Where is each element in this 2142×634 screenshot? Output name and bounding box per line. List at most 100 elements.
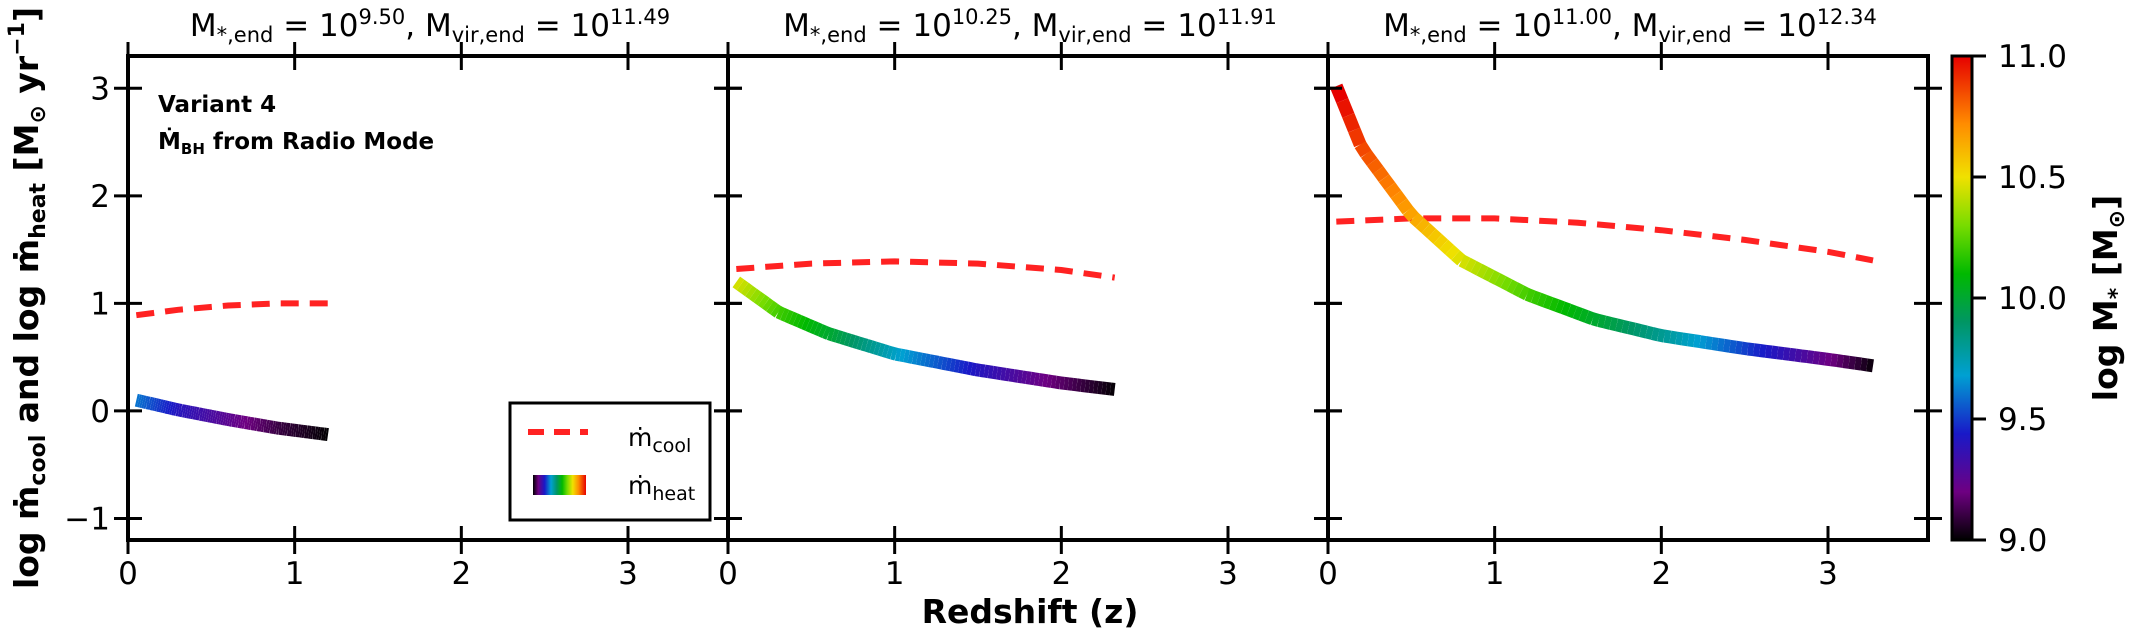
mcool-series-line <box>135 300 328 319</box>
mheat-segment <box>1067 377 1074 391</box>
mheat-segment <box>949 358 957 372</box>
mheat-segment <box>1848 355 1857 370</box>
mheat-segment <box>1812 350 1821 365</box>
mheat-segment <box>1609 317 1619 332</box>
mheat-segment <box>1488 270 1501 285</box>
mheat-segment <box>1360 150 1378 166</box>
mheat-segment <box>801 317 811 331</box>
mheat-segment <box>1033 372 1040 386</box>
mheat-segment <box>1788 347 1797 362</box>
mheat-segment <box>831 328 840 343</box>
mheat-segment <box>1037 373 1045 387</box>
mheat-segment <box>736 279 749 294</box>
mheat-segment <box>1836 354 1845 368</box>
mheat-segment <box>873 341 882 356</box>
mheat-segment <box>179 404 185 418</box>
mheat-segment <box>164 400 170 414</box>
mode-annotation: ṀBH from Radio Mode <box>158 127 434 158</box>
mheat-segment <box>1584 310 1595 325</box>
mheat-segment <box>1854 356 1862 371</box>
panel-3: 0 1 2 3 <box>1314 42 1942 592</box>
mheat-segment <box>924 353 931 368</box>
x-tick-label: 0 <box>118 556 138 592</box>
mheat-segment <box>1390 190 1408 207</box>
mheat-segment <box>749 288 762 303</box>
x-tick-label: 3 <box>1818 556 1838 592</box>
mheat-segment <box>1866 358 1874 373</box>
mheat-segment <box>173 402 179 416</box>
mheat-segment <box>1433 234 1449 250</box>
mheat-segment <box>1372 166 1390 183</box>
mheat-segment <box>903 349 910 363</box>
mheat-segment <box>1800 349 1809 364</box>
mheat-segment <box>1105 381 1112 396</box>
mheat-segment <box>1806 350 1815 364</box>
mheat-segment <box>1336 98 1355 118</box>
y-tick-label: 2 <box>90 179 110 215</box>
mheat-segment <box>1482 267 1495 282</box>
mheat-segment <box>822 325 832 340</box>
mheat-segment <box>817 324 828 338</box>
mheat-segment <box>1776 346 1785 361</box>
mheat-segment <box>139 394 145 409</box>
mheat-segment <box>1470 260 1483 276</box>
legend-heat-swatch <box>533 475 586 495</box>
mheat-segment <box>1071 377 1078 392</box>
mheat-segment <box>1842 355 1850 369</box>
mheat-segment <box>1348 127 1367 148</box>
mheat-segment <box>1445 244 1460 261</box>
mheat-segment <box>166 401 172 415</box>
mheat-segment <box>890 346 898 361</box>
mheat-segment <box>745 285 757 300</box>
colorbar-label: log M* [M⊙] <box>2086 195 2130 401</box>
mheat-series-line <box>732 276 1116 396</box>
mheat-segment <box>1017 369 1024 384</box>
mheat-segment <box>171 402 177 416</box>
mheat-segment <box>1818 351 1827 366</box>
mheat-segment <box>1021 370 1028 385</box>
mheat-segment <box>1366 158 1384 174</box>
mheat-segment <box>1476 263 1489 279</box>
legend: ṁcool ṁheat <box>508 401 712 522</box>
mheat-segment <box>987 365 994 379</box>
mheat-segment <box>1705 336 1713 350</box>
y-tick-label: 0 <box>90 394 110 430</box>
mheat-segment <box>136 394 143 408</box>
mheat-segment <box>1621 319 1631 335</box>
x-tick-label: 1 <box>285 556 305 592</box>
mheat-segment <box>1063 376 1070 391</box>
mheat-segment <box>143 395 149 410</box>
mheat-segment <box>1384 182 1402 199</box>
mheat-segment <box>1506 279 1519 294</box>
x-tick-label: 3 <box>1218 556 1238 592</box>
mheat-segment <box>796 315 807 329</box>
mheat-segment <box>945 357 952 372</box>
mheat-segment <box>1029 371 1036 386</box>
mheat-segment <box>1566 303 1578 319</box>
mheat-segment <box>1734 340 1743 355</box>
mheat-segment <box>1101 381 1108 395</box>
mheat-segment <box>141 395 147 409</box>
mheat-segment <box>1824 352 1833 367</box>
x-tick-label: 2 <box>451 556 471 592</box>
mheat-segment <box>1518 285 1531 301</box>
mheat-segment <box>1711 337 1719 351</box>
mheat-segment <box>1644 325 1654 340</box>
mheat-segment <box>1632 322 1643 337</box>
panel-frame <box>726 54 1330 542</box>
mheat-segment <box>1669 330 1678 345</box>
x-tick-label: 0 <box>1318 556 1338 592</box>
mheat-segment <box>1080 378 1086 393</box>
mheat-segment <box>1042 373 1049 388</box>
mheat-segment <box>1693 334 1702 349</box>
mheat-segment <box>809 320 819 335</box>
x-tick-label: 1 <box>885 556 905 592</box>
x-tick-label: 1 <box>1485 556 1505 592</box>
mheat-segment <box>974 363 982 377</box>
mheat-segment <box>766 300 778 315</box>
mheat-segment <box>770 303 783 318</box>
mheat-segment <box>1092 380 1099 394</box>
mheat-segment <box>1464 257 1477 273</box>
mheat-segment <box>1025 371 1032 385</box>
